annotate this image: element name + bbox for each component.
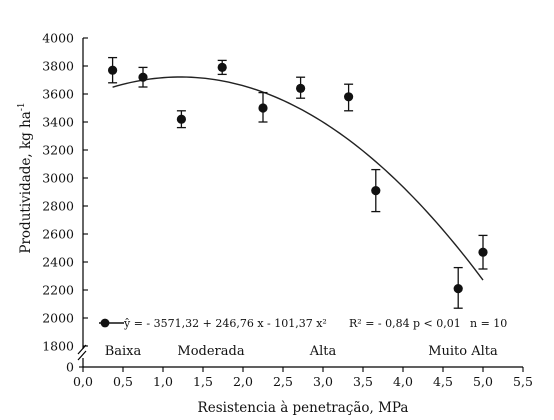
y-tick-label: 2000 (42, 311, 74, 326)
data-point (296, 83, 306, 93)
plot-area: 1800 2000 2200 2400 2600 2800 3000 3200 3400 3600… (42, 31, 533, 390)
data-point (108, 65, 118, 75)
y-tick-label: 2800 (42, 199, 74, 214)
data-point (138, 72, 148, 82)
regression-curve (112, 76, 484, 281)
data-point (371, 186, 381, 196)
y-axis-label-superscript: -1 (17, 102, 27, 111)
data-point (344, 92, 354, 102)
x-tick-label: 4,5 (433, 374, 453, 389)
legend-p-value: p < 0,01 (413, 317, 461, 330)
legend-r2: R² = - 0,84 (349, 317, 410, 330)
category-label: Alta (309, 344, 337, 359)
category-label: Baixa (105, 344, 142, 359)
data-point (176, 114, 186, 124)
y-tick-label: 3600 (42, 87, 74, 102)
x-tick-label: 4,0 (393, 374, 413, 389)
y-tick-label: 2200 (42, 283, 74, 298)
legend: ŷ = - 3571,32 + 246,76 x - 101,37 x² R² … (99, 317, 507, 330)
y-tick-label: 2600 (42, 227, 74, 242)
data-points (108, 62, 488, 294)
x-axis-ticks: 0,0 0,5 1,0 1,5 2,0 2,5 3,0 3,5 4,0 4,5 5,0 5,5 (73, 367, 533, 389)
category-label: Muito Alta (428, 344, 498, 359)
x-tick-label: 0,0 (73, 374, 93, 389)
x-tick-label: 2,0 (233, 374, 253, 389)
legend-n: n = 10 (470, 317, 507, 330)
y-tick-label: 3800 (42, 59, 74, 74)
x-axis-label: Resistencia à penetração, MPa (198, 400, 409, 416)
data-point (217, 62, 227, 72)
y-tick-label: 2400 (42, 255, 74, 270)
y-tick-label: 3000 (42, 171, 74, 186)
error-bars (108, 56, 488, 309)
category-label: Moderada (177, 344, 244, 359)
category-labels: Baixa Moderada Alta Muito Alta (105, 344, 498, 359)
y-tick-label: 4000 (42, 31, 74, 46)
x-tick-label: 5,0 (473, 374, 493, 389)
x-tick-label: 5,5 (513, 374, 533, 389)
y-tick-label: 1800 (42, 339, 74, 354)
x-tick-label: 2,5 (273, 374, 293, 389)
y-tick-label: 0 (66, 360, 74, 375)
x-tick-label: 3,0 (313, 374, 333, 389)
x-tick-label: 1,5 (193, 374, 213, 389)
y-tick-label: 3400 (42, 115, 74, 130)
x-tick-label: 0,5 (113, 374, 133, 389)
data-point (453, 284, 463, 294)
legend-equation: ŷ = - 3571,32 + 246,76 x - 101,37 x² (123, 317, 327, 330)
data-point (478, 247, 488, 257)
axis-break-icon (77, 344, 87, 361)
x-tick-label: 1,0 (153, 374, 173, 389)
y-axis-label-main: Produtividade, kg ha (18, 111, 34, 253)
x-tick-label: 3,5 (353, 374, 373, 389)
y-axis-ticks: 1800 2000 2200 2400 2600 2800 3000 3200 3400 3600… (42, 31, 88, 375)
y-axis-label: Produtividade, kg ha-1 (17, 102, 34, 253)
axis-break-mark (77, 350, 87, 361)
y-tick-label: 3200 (42, 143, 74, 158)
legend-marker-icon (100, 318, 110, 328)
data-point (258, 103, 268, 113)
